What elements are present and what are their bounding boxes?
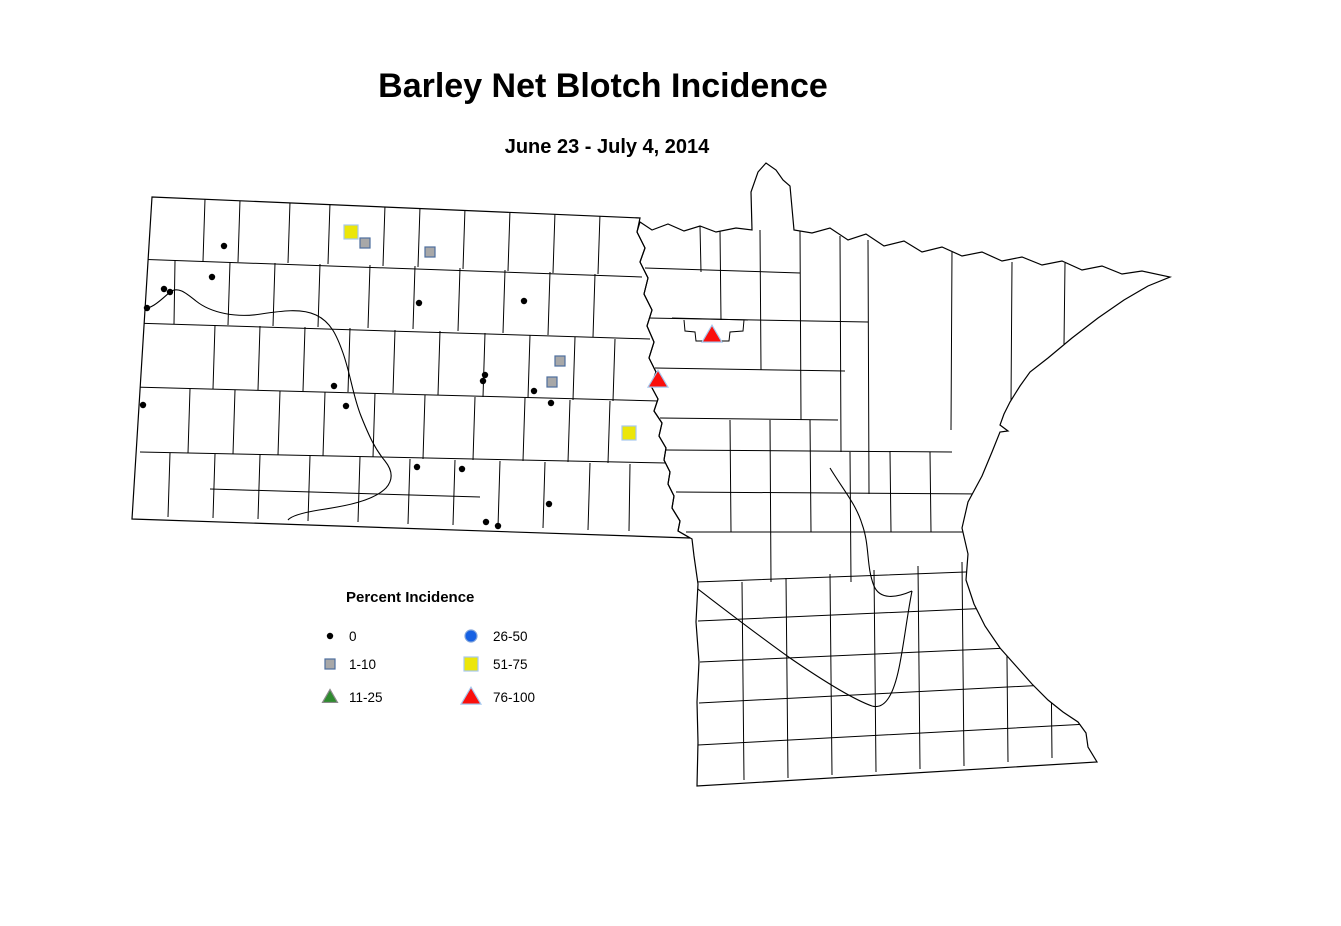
marker-square — [463, 656, 479, 672]
legend-title: Percent Incidence — [346, 589, 474, 606]
nd-county-lines — [132, 198, 667, 532]
mn-county-verticals — [699, 225, 1066, 781]
minnesota-river — [661, 561, 913, 708]
minnesota-layer — [636, 162, 1173, 787]
page-subtitle: June 23 - July 4, 2014 — [505, 136, 710, 158]
marker-dot — [415, 299, 423, 307]
marker-dot — [481, 371, 489, 379]
marker-dot — [530, 387, 538, 395]
legend-label: 0 — [349, 629, 357, 644]
nd-county-horizontals — [132, 258, 667, 498]
marker-dot — [494, 522, 502, 530]
minnesota-outline — [636, 162, 1173, 787]
marker-dot — [330, 382, 338, 390]
marker-dot — [139, 401, 147, 409]
legend-label: 1-10 — [349, 657, 376, 672]
marker-dot — [208, 273, 216, 281]
mississippi-river — [829, 467, 913, 597]
marker-circle — [464, 629, 478, 643]
marker-square — [621, 425, 637, 441]
legend-label: 51-75 — [493, 657, 528, 672]
marker-square-small — [546, 376, 558, 388]
marker-triangle-small — [321, 688, 339, 704]
legend-label: 11-25 — [349, 690, 383, 705]
page-title: Barley Net Blotch Incidence — [378, 67, 828, 105]
marker-square-small — [324, 658, 336, 670]
missouri-river — [140, 289, 392, 521]
marker-square-small — [554, 355, 566, 367]
marker-dot — [160, 285, 168, 293]
marker-square-small — [424, 246, 436, 258]
marker-dot — [545, 500, 553, 508]
marker-dot — [482, 518, 490, 526]
marker-dot — [458, 465, 466, 473]
marker-dot — [143, 304, 151, 312]
marker-dot — [479, 377, 487, 385]
marker-dot — [342, 402, 350, 410]
marker-dot — [326, 632, 334, 640]
marker-triangle — [646, 368, 670, 388]
marker-dot — [413, 463, 421, 471]
legend-label: 76-100 — [493, 690, 535, 705]
north-dakota-outline — [131, 196, 691, 539]
marker-triangle — [700, 323, 724, 343]
marker-square — [343, 224, 359, 240]
marker-square-small — [359, 237, 371, 249]
mn-county-lines — [644, 225, 1089, 781]
north-dakota-layer — [131, 196, 691, 539]
legend-label: 26-50 — [493, 629, 528, 644]
marker-triangle — [459, 685, 483, 705]
marker-dot — [547, 399, 555, 407]
data-markers — [139, 224, 724, 530]
marker-dot — [166, 288, 174, 296]
legend-items: 0 1-10 11-25 26-50 51-75 76-100 — [321, 629, 535, 705]
mn-county-horizontals — [644, 267, 1089, 746]
nd-county-verticals — [167, 198, 631, 532]
marker-dot — [520, 297, 528, 305]
map-legend: Percent Incidence 0 1-10 11-25 26-50 51-75 76… — [321, 589, 535, 705]
marker-dot — [220, 242, 228, 250]
